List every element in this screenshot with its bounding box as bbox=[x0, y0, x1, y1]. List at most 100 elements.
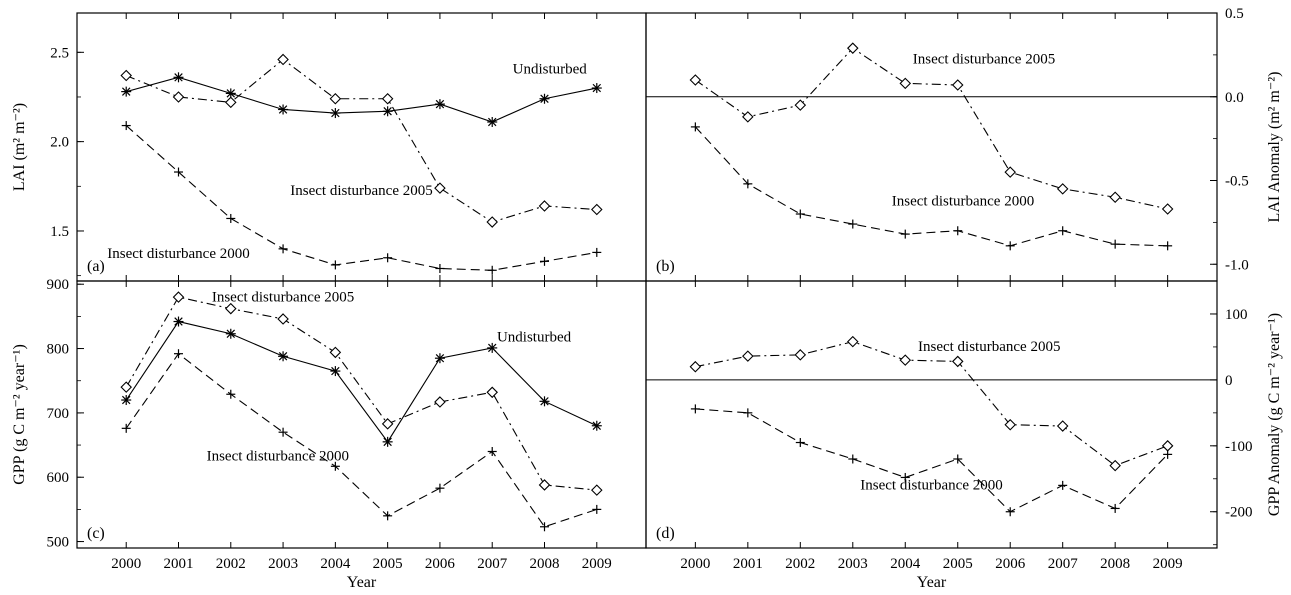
panel-b-ytick-label: -1.0 bbox=[1225, 257, 1249, 273]
panel-a-point-insect-disturbance-2005 bbox=[381, 92, 394, 105]
panel-c-point-insect-disturbance-2005 bbox=[329, 346, 342, 359]
panel-d-series-insect-disturbance-2005 bbox=[689, 335, 1174, 472]
panel-b-point-insect-disturbance-2000 bbox=[743, 179, 753, 189]
panel-d-series-insect-disturbance-2000 bbox=[690, 404, 1173, 517]
panel-a-label: (a) bbox=[87, 258, 105, 275]
panel-c-annotation: Undisturbed bbox=[497, 329, 572, 345]
panel-c-point-undisturbed bbox=[382, 436, 393, 447]
panel-a-line-insect-disturbance-2005 bbox=[126, 58, 597, 223]
panel-a-point-insect-disturbance-2000 bbox=[121, 121, 131, 131]
panel-d-line-insect-disturbance-2005 bbox=[695, 341, 1168, 467]
panel-b-point-insect-disturbance-2005 bbox=[951, 79, 964, 91]
panel-b-point-insect-disturbance-2000 bbox=[1005, 241, 1015, 251]
panel-a-point-insect-disturbance-2000 bbox=[174, 167, 183, 177]
panel-d-point-insect-disturbance-2005 bbox=[951, 355, 964, 368]
panel-c-point-insect-disturbance-2005 bbox=[277, 313, 289, 325]
panel-d-point-insect-disturbance-2005 bbox=[899, 354, 912, 366]
panel-b-series-insect-disturbance-2000 bbox=[690, 122, 1173, 251]
panel-b-annotation: Insect disturbance 2005 bbox=[913, 51, 1055, 67]
panel-a-line-insect-disturbance-2000 bbox=[125, 125, 597, 271]
panel-a-point-insect-disturbance-2005 bbox=[225, 96, 237, 109]
panel-c-point-insect-disturbance-2005 bbox=[591, 484, 603, 496]
panel-a-series-insect-disturbance-2000 bbox=[121, 121, 602, 275]
panel-b-point-insect-disturbance-2005 bbox=[1161, 203, 1174, 215]
panel-b-line-insect-disturbance-2000 bbox=[694, 126, 1168, 247]
panel-a-point-insect-disturbance-2000 bbox=[592, 247, 602, 257]
panel-d-xtick-label: 2000 bbox=[680, 556, 710, 572]
panel-a-ytick-label: 2.0 bbox=[50, 135, 69, 151]
panel-a-line-undisturbed bbox=[126, 76, 597, 123]
panel-c-point-insect-disturbance-2005 bbox=[225, 302, 237, 315]
panel-d-ytick-label: -200 bbox=[1225, 505, 1253, 521]
panel-a-series-undisturbed bbox=[121, 72, 602, 127]
panel-a-point-insect-disturbance-2005 bbox=[591, 203, 603, 216]
panel-b-point-insect-disturbance-2000 bbox=[1163, 241, 1173, 251]
panel-a-point-undisturbed bbox=[382, 106, 393, 117]
panel-a-point-undisturbed bbox=[173, 72, 184, 83]
panel-c-series-undisturbed bbox=[121, 316, 602, 447]
panel-d-annotation: Insect disturbance 2005 bbox=[918, 339, 1060, 355]
panel-b-point-insect-disturbance-2005 bbox=[1109, 191, 1121, 204]
panel-c-point-insect-disturbance-2005 bbox=[434, 396, 446, 408]
panel-d: 2000 2001 2002 2003 2004 2005 2006 2007 2008 2009… bbox=[645, 280, 1283, 591]
panel-c-xtick-label: 2004 bbox=[320, 556, 351, 572]
panel-a-point-undisturbed bbox=[487, 116, 498, 127]
panel-b-point-insect-disturbance-2005 bbox=[1056, 183, 1069, 195]
panel-c: 2000 2001 2002 2003 2004 2005 2006 2007 2008 2009… bbox=[11, 277, 647, 591]
panel-b-point-insect-disturbance-2000 bbox=[690, 122, 700, 132]
panel-c-ytick-label: 600 bbox=[47, 470, 70, 486]
panel-c-xtick-label: 2000 bbox=[111, 556, 141, 572]
panel-d-point-insect-disturbance-2005 bbox=[742, 350, 754, 362]
panel-d-annotation: Insect disturbance 2000 bbox=[860, 477, 1002, 493]
panel-c-frame bbox=[76, 280, 647, 549]
panel-c-line-insect-disturbance-2000 bbox=[125, 352, 597, 528]
panel-c-point-insect-disturbance-2000 bbox=[540, 522, 549, 532]
panel-d-xtick-label: 2007 bbox=[1048, 556, 1079, 572]
panel-c-point-undisturbed bbox=[173, 316, 184, 327]
panel-a-point-undisturbed bbox=[330, 108, 341, 119]
panel-b-point-insect-disturbance-2005 bbox=[794, 99, 807, 111]
panel-a-point-undisturbed bbox=[539, 93, 550, 104]
panel-d-point-insect-disturbance-2000 bbox=[1058, 480, 1068, 490]
panel-d-point-insect-disturbance-2000 bbox=[953, 454, 963, 464]
panel-a-point-undisturbed bbox=[434, 99, 445, 110]
panel-a-point-insect-disturbance-2005 bbox=[486, 216, 498, 228]
panel-d-point-insect-disturbance-2005 bbox=[1004, 418, 1016, 431]
panel-d-xtick-label: 2004 bbox=[890, 556, 921, 572]
panel-a-frame bbox=[76, 12, 647, 282]
panel-b-point-insect-disturbance-2000 bbox=[795, 209, 805, 219]
panel-d-xtick-label: 2009 bbox=[1153, 556, 1183, 572]
panel-c-ytick-label: 500 bbox=[47, 535, 70, 551]
panel-d-point-insect-disturbance-2000 bbox=[795, 438, 805, 448]
panel-c-xlabel: Year bbox=[347, 574, 377, 591]
panel-d-point-insect-disturbance-2005 bbox=[1161, 440, 1174, 452]
panel-c-annotation: Insect disturbance 2005 bbox=[212, 290, 354, 306]
panel-c-xtick-label: 2005 bbox=[373, 556, 403, 572]
panel-d-xtick-label: 2008 bbox=[1100, 556, 1130, 572]
panel-a-point-insect-disturbance-2000 bbox=[383, 253, 393, 263]
panel-a-point-undisturbed bbox=[278, 104, 289, 115]
panel-b-point-insect-disturbance-2000 bbox=[900, 229, 910, 239]
panel-d-point-insect-disturbance-2005 bbox=[689, 360, 702, 373]
panel-d-point-insect-disturbance-2000 bbox=[848, 454, 858, 464]
panel-a-point-insect-disturbance-2005 bbox=[172, 91, 185, 103]
panel-a-point-insect-disturbance-2005 bbox=[277, 53, 289, 66]
panel-a-point-insect-disturbance-2000 bbox=[278, 244, 288, 254]
panel-d-frame bbox=[645, 280, 1218, 549]
panel-d-point-insect-disturbance-2000 bbox=[1163, 449, 1173, 459]
panel-c-point-undisturbed bbox=[278, 351, 289, 362]
panel-d-point-insect-disturbance-2005 bbox=[847, 335, 859, 348]
panel-b-label: (b) bbox=[656, 258, 675, 275]
panel-c-xtick-label: 2001 bbox=[164, 556, 194, 572]
panel-a-ytick-label: 2.5 bbox=[50, 45, 69, 61]
panel-c-point-insect-disturbance-2000 bbox=[435, 483, 445, 493]
panel-b-ytick-label: -0.5 bbox=[1225, 174, 1249, 190]
panel-c-point-undisturbed bbox=[434, 353, 445, 364]
panel-a-point-undisturbed bbox=[591, 83, 602, 94]
panel-c-point-undisturbed bbox=[487, 342, 498, 353]
panel-b-ytick-label: 0.0 bbox=[1225, 90, 1244, 106]
panel-a-point-insect-disturbance-2000 bbox=[435, 263, 445, 273]
panel-a-annotation: Insect disturbance 2000 bbox=[107, 246, 249, 262]
panel-c-point-undisturbed bbox=[330, 366, 341, 377]
panel-c-line-undisturbed bbox=[125, 320, 598, 443]
